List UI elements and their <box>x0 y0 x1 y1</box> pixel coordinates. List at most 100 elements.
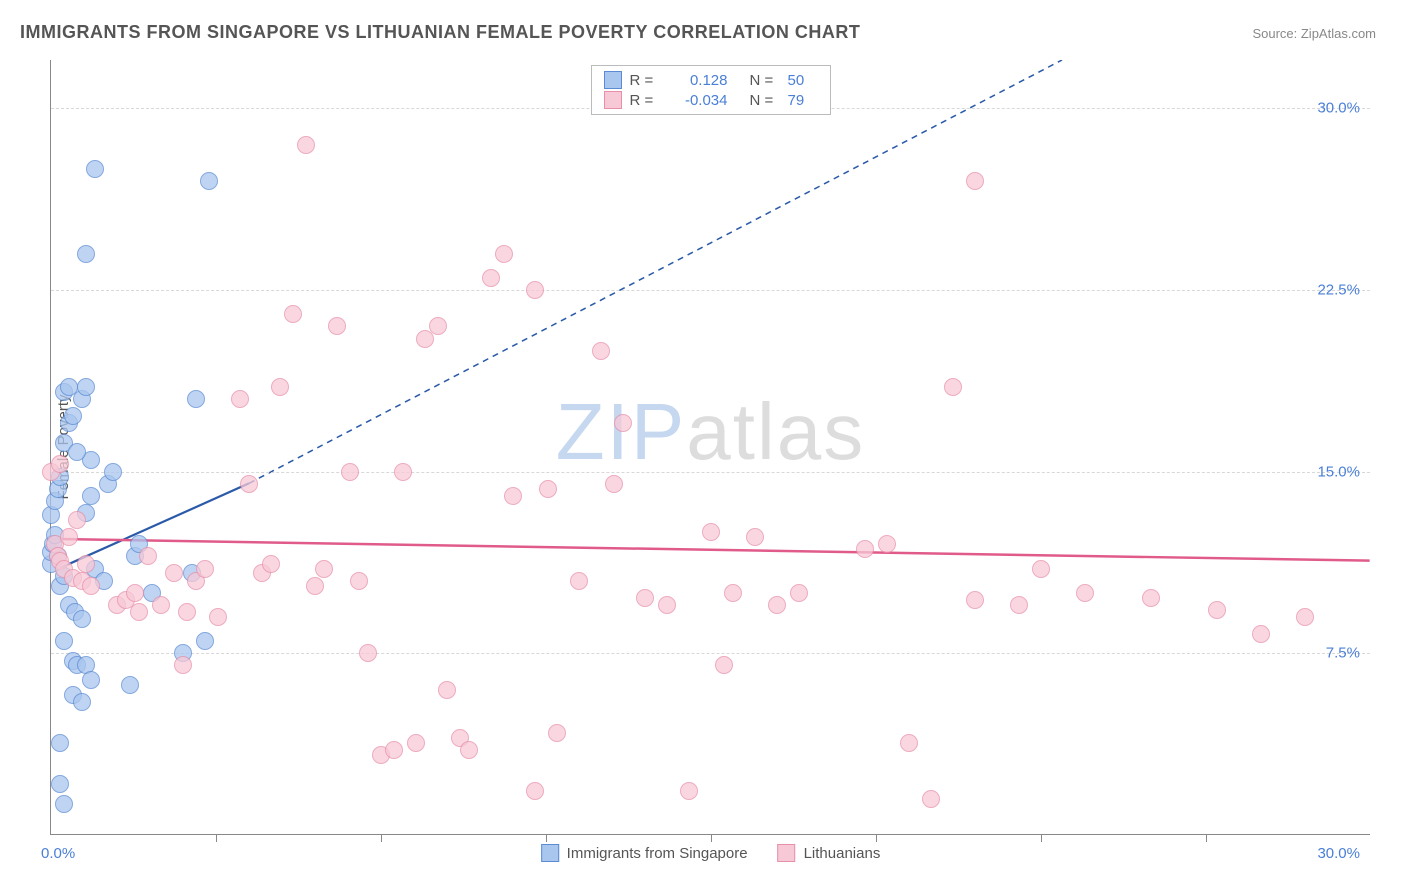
x-tick <box>381 834 382 842</box>
scatter-point <box>1296 608 1314 626</box>
x-tick <box>1206 834 1207 842</box>
scatter-point <box>1032 560 1050 578</box>
scatter-point <box>460 741 478 759</box>
scatter-point <box>1010 596 1028 614</box>
watermark: ZIPatlas <box>556 386 865 478</box>
trend-lines-svg <box>51 60 1370 834</box>
gridline <box>51 472 1370 473</box>
scatter-point <box>200 172 218 190</box>
legend-bottom-label-1: Immigrants from Singapore <box>567 845 748 862</box>
scatter-point <box>592 342 610 360</box>
scatter-point <box>636 589 654 607</box>
watermark-atlas: atlas <box>686 387 865 476</box>
scatter-point <box>284 305 302 323</box>
scatter-point <box>878 535 896 553</box>
scatter-point <box>702 523 720 541</box>
scatter-point <box>966 172 984 190</box>
scatter-point <box>240 475 258 493</box>
legend-n-value-1: 50 <box>788 72 818 89</box>
scatter-point <box>1142 589 1160 607</box>
scatter-point <box>495 245 513 263</box>
y-tick-label: 15.0% <box>1317 463 1360 480</box>
scatter-point <box>605 475 623 493</box>
scatter-point <box>856 540 874 558</box>
scatter-point <box>121 676 139 694</box>
legend-r-value-2: -0.034 <box>668 92 728 109</box>
legend-bottom: Immigrants from Singapore Lithuanians <box>541 844 881 862</box>
scatter-point <box>482 269 500 287</box>
scatter-point <box>152 596 170 614</box>
scatter-point <box>73 610 91 628</box>
trend-line-solid <box>51 539 1369 561</box>
scatter-point <box>570 572 588 590</box>
scatter-point <box>68 443 86 461</box>
scatter-point <box>60 528 78 546</box>
scatter-point <box>86 160 104 178</box>
scatter-point <box>768 596 786 614</box>
scatter-point <box>922 790 940 808</box>
scatter-point <box>548 724 566 742</box>
scatter-point <box>944 378 962 396</box>
scatter-point <box>680 782 698 800</box>
x-tick <box>876 834 877 842</box>
scatter-point <box>526 281 544 299</box>
scatter-point <box>715 656 733 674</box>
gridline <box>51 290 1370 291</box>
scatter-point <box>60 378 78 396</box>
scatter-point <box>51 775 69 793</box>
scatter-point <box>385 741 403 759</box>
scatter-point <box>77 555 95 573</box>
gridline <box>51 653 1370 654</box>
scatter-point <box>209 608 227 626</box>
scatter-point <box>539 480 557 498</box>
scatter-point <box>82 577 100 595</box>
scatter-point <box>900 734 918 752</box>
legend-r-value-1: 0.128 <box>668 72 728 89</box>
chart-title: IMMIGRANTS FROM SINGAPORE VS LITHUANIAN … <box>20 22 860 43</box>
scatter-point <box>1076 584 1094 602</box>
scatter-point <box>82 487 100 505</box>
x-max-label: 30.0% <box>1317 845 1360 862</box>
scatter-point <box>139 547 157 565</box>
legend-n-value-2: 79 <box>788 92 818 109</box>
scatter-point <box>658 596 676 614</box>
scatter-point <box>130 603 148 621</box>
legend-top-row-1: R = 0.128 N = 50 <box>604 70 818 90</box>
swatch-lithuanians-icon <box>778 844 796 862</box>
legend-n-label: N = <box>750 72 780 89</box>
scatter-point <box>746 528 764 546</box>
scatter-point <box>271 378 289 396</box>
trend-line-dashed <box>249 60 1062 483</box>
scatter-point <box>438 681 456 699</box>
scatter-point <box>187 390 205 408</box>
scatter-point <box>68 511 86 529</box>
chart-area: Female Poverty ZIPatlas R = 0.128 N = 50… <box>50 60 1370 835</box>
x-tick <box>216 834 217 842</box>
scatter-point <box>526 782 544 800</box>
scatter-point <box>82 671 100 689</box>
scatter-point <box>51 455 69 473</box>
scatter-point <box>407 734 425 752</box>
scatter-point <box>196 560 214 578</box>
scatter-point <box>55 795 73 813</box>
scatter-point <box>262 555 280 573</box>
source-label: Source: ZipAtlas.com <box>1252 26 1376 41</box>
scatter-point <box>1208 601 1226 619</box>
scatter-point <box>297 136 315 154</box>
legend-top: R = 0.128 N = 50 R = -0.034 N = 79 <box>591 65 831 115</box>
y-tick-label: 30.0% <box>1317 100 1360 117</box>
scatter-point <box>790 584 808 602</box>
scatter-point <box>614 414 632 432</box>
legend-top-row-2: R = -0.034 N = 79 <box>604 90 818 110</box>
y-tick-label: 7.5% <box>1326 645 1360 662</box>
legend-bottom-item-2: Lithuanians <box>778 844 881 862</box>
scatter-point <box>51 734 69 752</box>
scatter-point <box>77 245 95 263</box>
scatter-point <box>966 591 984 609</box>
page-container: IMMIGRANTS FROM SINGAPORE VS LITHUANIAN … <box>0 0 1406 892</box>
scatter-point <box>328 317 346 335</box>
scatter-point <box>55 632 73 650</box>
scatter-point <box>165 564 183 582</box>
y-tick-label: 22.5% <box>1317 282 1360 299</box>
scatter-point <box>350 572 368 590</box>
